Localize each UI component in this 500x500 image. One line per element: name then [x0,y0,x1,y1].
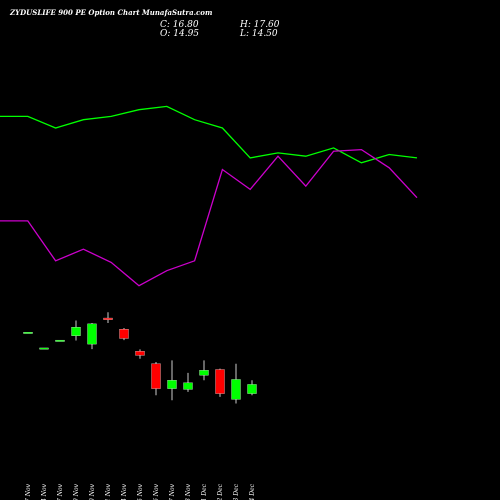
candle [55,339,65,342]
x-tick-label: 20 Nov [89,483,96,500]
candle [87,323,97,350]
high-value: H: 17.60 [240,20,280,30]
candle-body [87,323,97,345]
overlay-line-2 [0,148,418,287]
candle [215,368,225,397]
x-tick-label: 17 Nov [57,483,64,500]
candle [71,320,81,341]
candles [23,312,257,404]
x-tick-label: 02 Dec [217,483,224,500]
overlay-lines [0,105,418,287]
candle-body [231,379,241,400]
candle-body [183,382,193,390]
x-tick-label: 04 Dec [249,483,256,500]
x-axis-ticks: 07 Nov 14 Nov 17 Nov 19 Nov 20 Nov 21 Nov 24 N… [25,483,256,500]
open-value: O: 14.95 [160,29,200,39]
candle [39,347,49,350]
candle-body [151,363,161,389]
x-tick-label: 26 Nov [153,483,160,500]
candle [135,349,145,359]
x-tick-label: 28 Nov [185,483,192,500]
candle-body [71,327,81,336]
candle-body [55,339,65,342]
x-tick-label: 24 Nov [121,483,128,500]
candle-body [247,384,257,394]
x-tick-label: 25 Nov [137,483,144,500]
x-tick-label: 01 Dec [201,483,208,500]
x-tick-label: 14 Nov [41,483,48,500]
candle-body [215,369,225,394]
candle-body [39,347,49,350]
candle [247,380,257,396]
low-value: L: 14.50 [240,29,278,39]
candle [23,332,33,334]
chart-title: ZYDUSLIFE 900 PE Option Chart MunafaSutr… [10,8,213,17]
candle-body [23,332,33,334]
candle-body [199,370,209,376]
x-tick-label: 03 Dec [233,483,240,500]
candle [231,363,241,404]
close-value: C: 16.80 [160,20,199,30]
x-tick-label: 21 Nov [105,483,112,500]
candle [183,372,193,392]
x-tick-label: 27 Nov [169,483,176,500]
candle [103,312,113,324]
candle-body [135,351,145,356]
candle [167,360,177,401]
candle-body [167,380,177,389]
x-tick-label: 19 Nov [73,483,80,500]
candle [151,362,161,396]
overlay-line-1 [0,105,418,164]
candle [119,328,129,341]
candle-body [119,329,129,339]
x-tick-label: 07 Nov [25,483,32,500]
candle-body [103,317,113,320]
candle [199,360,209,381]
